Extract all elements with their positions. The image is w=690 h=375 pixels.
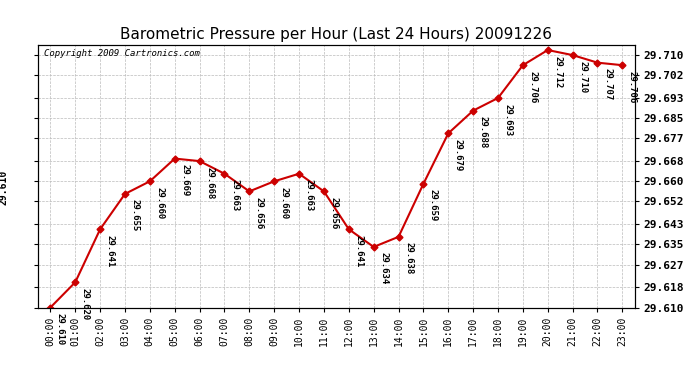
Text: 29.668: 29.668 xyxy=(205,166,214,199)
Text: 29.660: 29.660 xyxy=(155,187,164,219)
Text: 29.669: 29.669 xyxy=(180,164,189,196)
Text: 29.706: 29.706 xyxy=(628,71,637,103)
Text: 29.641: 29.641 xyxy=(355,235,364,267)
Text: Copyright 2009 Cartronics.com: Copyright 2009 Cartronics.com xyxy=(44,49,200,58)
Text: 29.634: 29.634 xyxy=(380,252,388,285)
Text: 29.663: 29.663 xyxy=(304,179,314,212)
Text: 29.710: 29.710 xyxy=(578,61,587,93)
Text: 29.693: 29.693 xyxy=(504,104,513,136)
Text: 29.688: 29.688 xyxy=(479,116,488,148)
Text: 29.655: 29.655 xyxy=(130,200,139,232)
Text: 29.679: 29.679 xyxy=(454,139,463,171)
Text: 29.656: 29.656 xyxy=(330,197,339,229)
Text: 29.610: 29.610 xyxy=(0,170,8,205)
Text: 29.659: 29.659 xyxy=(429,189,438,222)
Text: 29.656: 29.656 xyxy=(255,197,264,229)
Title: Barometric Pressure per Hour (Last 24 Hours) 20091226: Barometric Pressure per Hour (Last 24 Ho… xyxy=(120,27,553,42)
Text: 29.706: 29.706 xyxy=(529,71,538,103)
Text: 29.712: 29.712 xyxy=(553,56,562,88)
Text: 29.610: 29.610 xyxy=(56,313,65,345)
Text: 29.638: 29.638 xyxy=(404,242,413,274)
Text: 29.660: 29.660 xyxy=(279,187,288,219)
Text: 29.707: 29.707 xyxy=(603,68,612,100)
Text: 29.663: 29.663 xyxy=(230,179,239,212)
Text: 29.620: 29.620 xyxy=(81,288,90,320)
Text: 29.641: 29.641 xyxy=(106,235,115,267)
